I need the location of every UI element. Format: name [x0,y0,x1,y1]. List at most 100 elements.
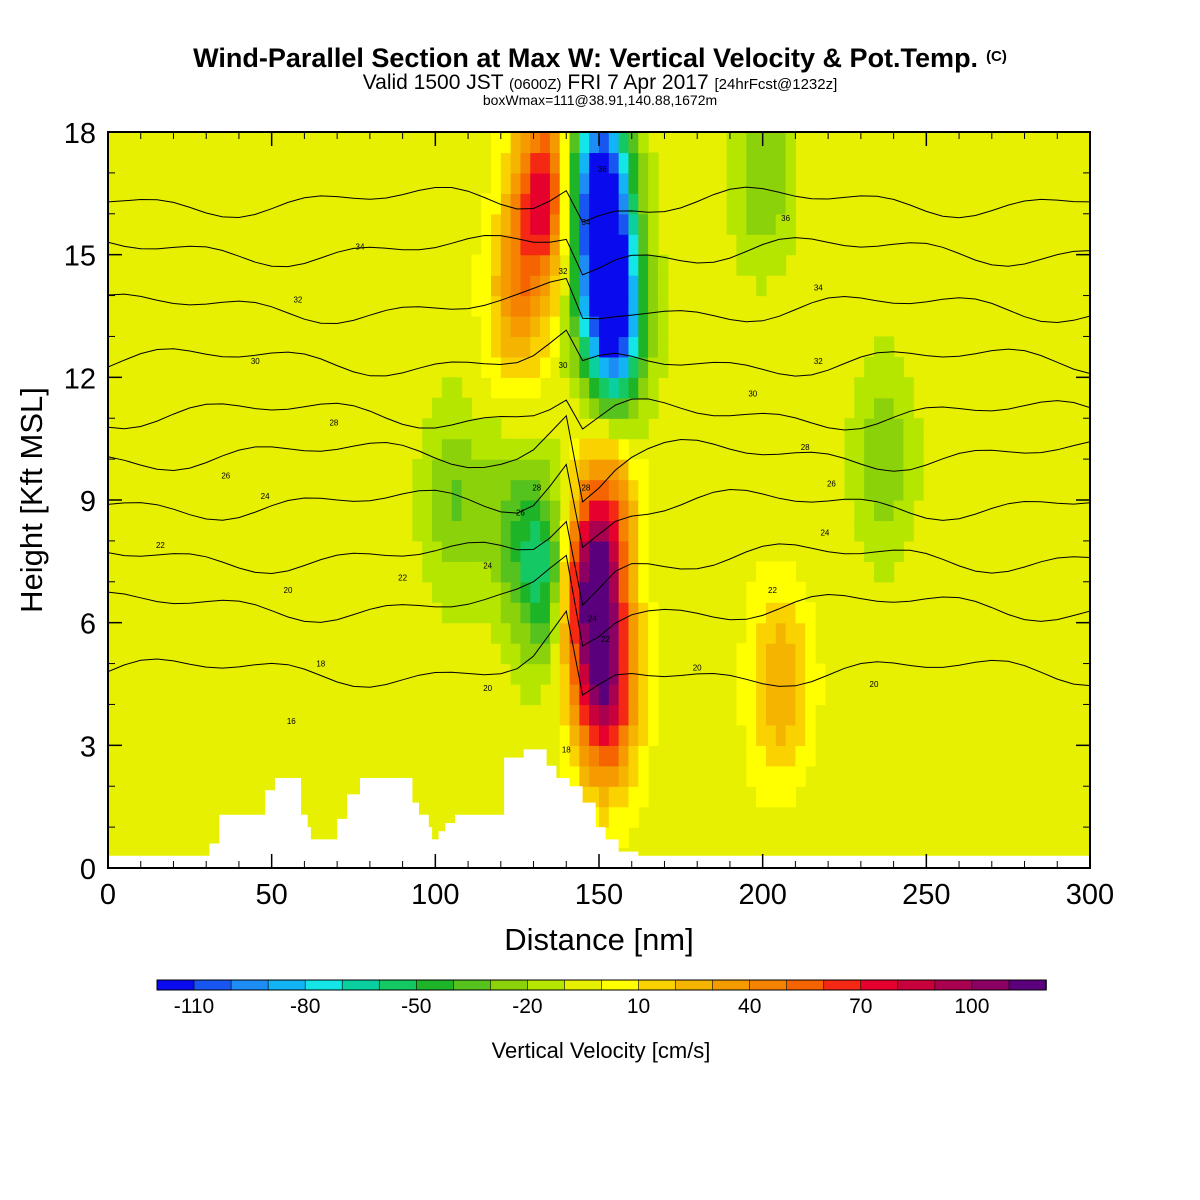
velocity-cell [569,254,580,276]
velocity-cell [530,213,541,235]
velocity-cell [510,193,522,215]
velocity-cell [608,786,620,808]
contour-label: 18 [316,660,325,669]
velocity-cell [520,152,531,174]
velocity-cell [608,275,620,297]
velocity-cell [569,172,580,194]
velocity-cell [775,745,787,767]
velocity-cell [618,827,630,849]
velocity-cell [795,602,806,624]
velocity-cell [569,561,580,583]
theta-contour-26 [108,414,1090,503]
velocity-cell [500,377,512,399]
velocity-cell [628,540,639,562]
velocity-cell [549,172,561,194]
velocity-cell [608,397,620,419]
velocity-cell [520,643,531,665]
velocity-cell [775,765,787,787]
velocity-cell [530,684,541,706]
velocity-cell [893,500,905,522]
velocity-cell [569,663,580,685]
velocity-cell [500,622,512,644]
velocity-cell [530,152,541,174]
velocity-cell [628,500,639,522]
velocity-cell [599,745,610,767]
velocity-cell [579,397,590,419]
velocity-cell [490,295,502,317]
velocity-cell [628,336,639,358]
velocity-cell [628,295,639,317]
velocity-cell [510,540,522,562]
velocity-cell [765,193,777,215]
velocity-cell [500,234,512,256]
velocity-cell [530,193,541,215]
velocity-cell [520,377,531,399]
velocity-cell [441,479,453,501]
velocity-cell [608,336,620,358]
velocity-cell [864,356,875,378]
velocity-cell [530,500,541,522]
velocity-cell [873,418,885,440]
velocity-cell [775,602,787,624]
velocity-cell [756,581,767,603]
velocity-cell [579,622,590,644]
velocity-cell [785,234,796,256]
velocity-cell [451,479,463,501]
velocity-cell [805,663,816,685]
colorbar-swatch [415,979,455,991]
velocity-cell [765,765,777,787]
velocity-cell [579,377,590,399]
velocity-cell [618,397,630,419]
contour-label: 20 [693,664,702,673]
velocity-cell [618,581,630,603]
velocity-cell [599,500,610,522]
velocity-cell [618,765,630,787]
colorbar-frame [156,979,1047,991]
velocity-cell [893,459,905,481]
velocity-cell [785,663,796,685]
colorbar-tick-label: 70 [849,995,872,1018]
velocity-cell [481,540,492,562]
velocity-cell [854,520,865,542]
contour-label: 34 [581,218,590,227]
velocity-cell [530,275,541,297]
velocity-cell [490,193,502,215]
velocity-cell [608,377,620,399]
velocity-cell [628,806,639,828]
velocity-cell [559,520,571,542]
velocity-cell [569,356,580,378]
velocity-cell [618,540,630,562]
velocity-cell [903,479,914,501]
velocity-cell [765,561,777,583]
theta-contour-28 [108,398,1090,431]
velocity-cell [893,438,905,460]
velocity-cell [510,254,522,276]
velocity-cell [765,704,777,726]
velocity-cell [618,704,630,726]
velocity-cell [599,806,610,828]
velocity-cell [540,663,551,685]
velocity-cell [638,765,649,787]
velocity-cell [618,172,630,194]
velocity-cell [618,336,630,358]
velocity-cell [756,786,767,808]
velocity-cell [628,213,639,235]
velocity-cell [785,193,796,215]
velocity-cell [412,500,423,522]
velocity-cell [628,765,639,787]
chart-title: Wind-Parallel Section at Max W: Vertical… [0,42,1200,73]
velocity-cell [765,786,777,808]
velocity-cell [549,316,561,338]
velocity-cell [883,520,895,542]
velocity-cell [441,377,453,399]
velocity-cell [500,152,512,174]
velocity-cell [599,213,610,235]
velocity-cell [451,418,463,440]
velocity-cell [608,806,620,828]
velocity-cell [805,724,816,746]
velocity-cell [795,745,806,767]
velocity-cell [648,356,659,378]
velocity-cell [648,643,659,665]
velocity-cell [893,418,905,440]
velocity-cell [569,275,580,297]
